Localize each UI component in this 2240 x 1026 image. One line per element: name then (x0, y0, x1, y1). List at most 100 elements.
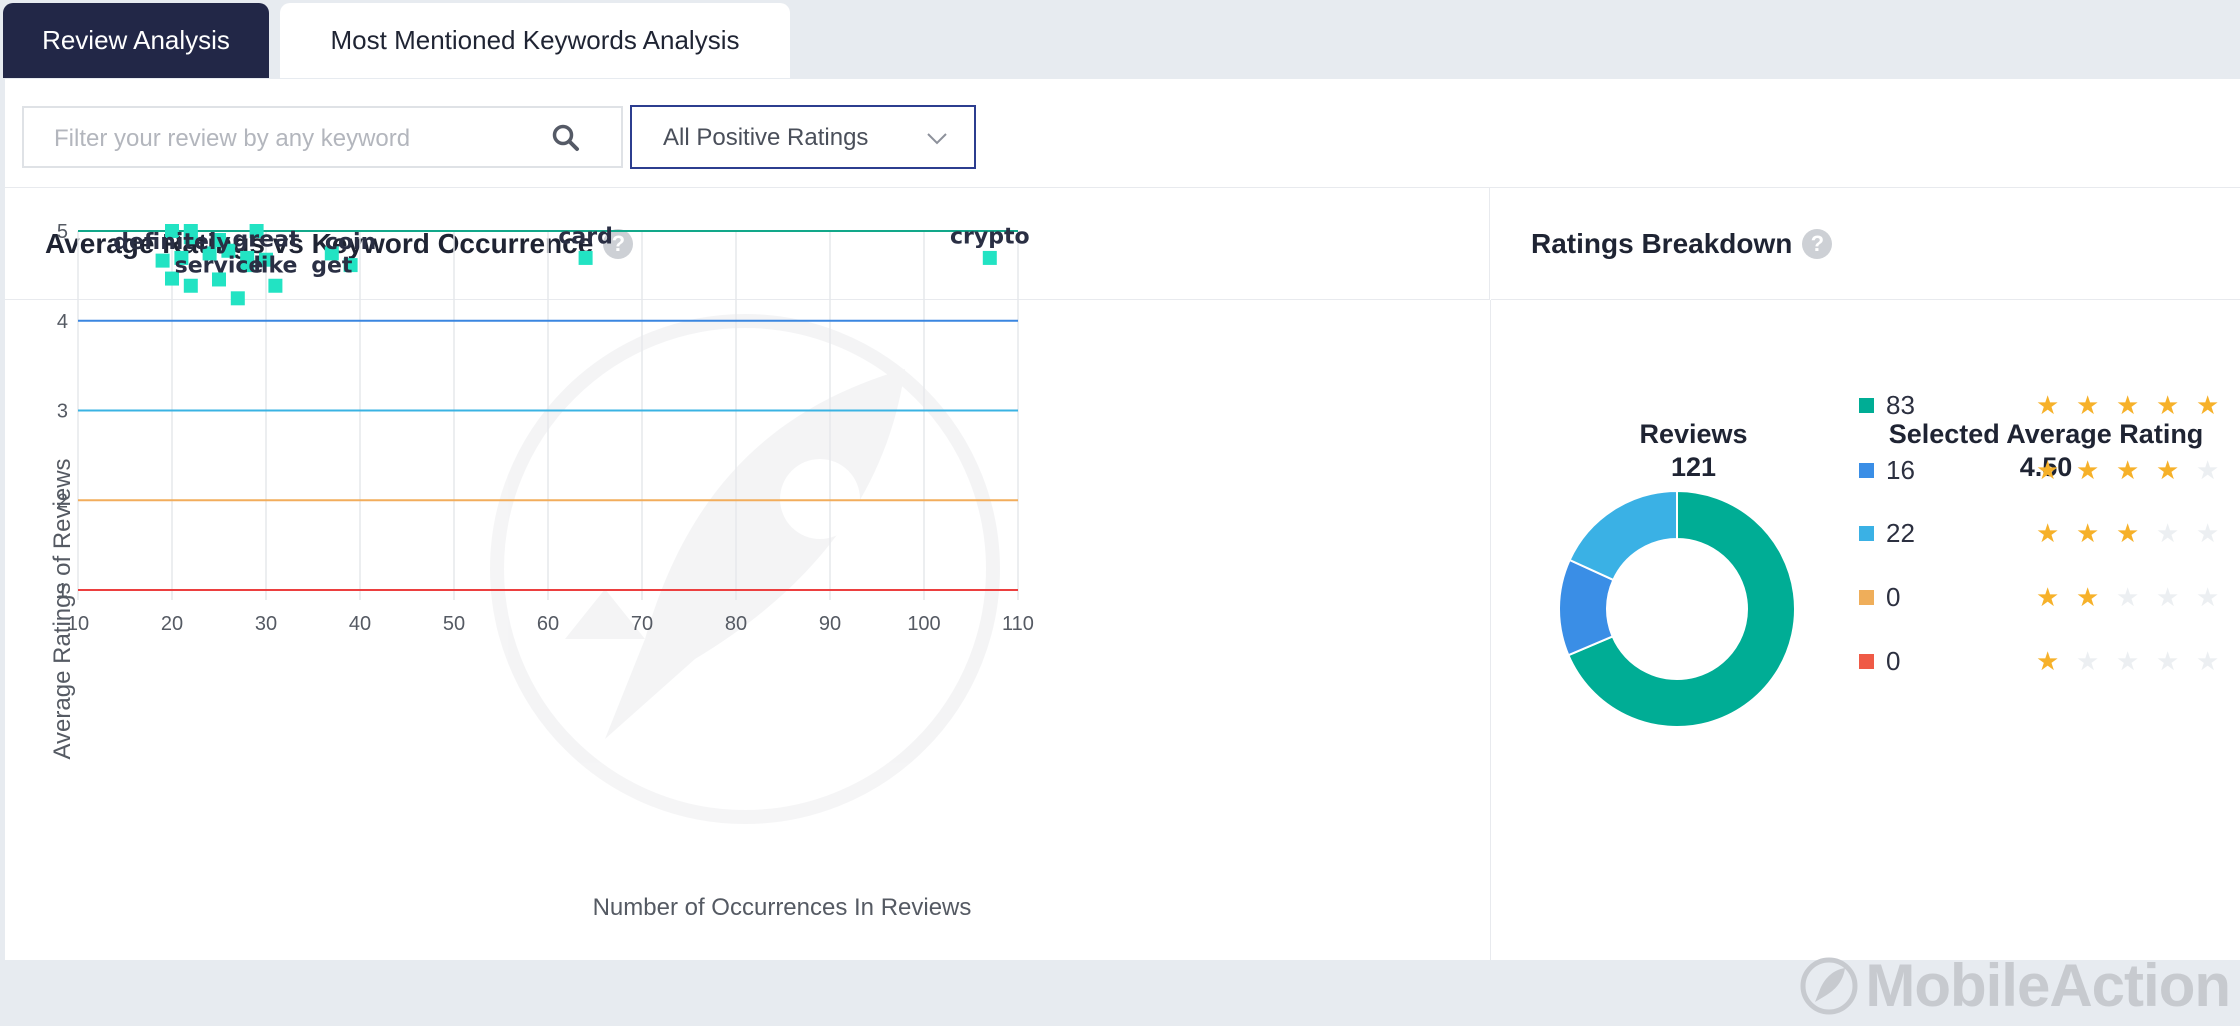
legend-count: 16 (1886, 454, 1915, 485)
x-tick-label: 80 (725, 613, 747, 635)
x-tick-label: 20 (161, 613, 183, 635)
data-point (212, 232, 226, 247)
average-rating-label: Selected Average Rating (1888, 419, 2204, 449)
search-placeholder: Filter your review by any keyword (54, 125, 411, 152)
legend-swatch (1859, 653, 1874, 669)
donut-slice (1568, 489, 1678, 582)
tab-review-analysis[interactable]: Review Analysis (3, 3, 269, 78)
star-icon: ★ (2036, 455, 2060, 485)
chevron-down-icon (927, 133, 947, 145)
data-point (221, 243, 236, 258)
legend-item[interactable]: 0 (1859, 646, 1900, 676)
legend-swatch (1859, 589, 1874, 605)
data-point (230, 291, 245, 306)
legend-item[interactable]: 22 (1859, 518, 1915, 548)
data-point (343, 258, 358, 273)
data-point (183, 230, 198, 245)
star-icon: ★ (2156, 390, 2180, 420)
star-icon: ★ (2036, 646, 2060, 676)
y-axis-title: Average Ratings of Reviews (49, 458, 76, 759)
star-icon: ★ (2116, 582, 2140, 612)
rocket-icon (1800, 957, 1858, 1014)
legend-count: 83 (1886, 389, 1915, 420)
star-rating: ★ ★ ★ ★ ★ (2036, 455, 2236, 485)
data-point (212, 272, 226, 287)
brand-name: MobileAction (1865, 952, 2231, 1019)
keyword-label: card (558, 225, 612, 250)
rating-filter-value: All Positive Ratings (663, 124, 869, 151)
filter-row: Filter your review by any keyword All Po… (5, 79, 2240, 188)
legend-count: 22 (1886, 517, 1915, 548)
star-icon: ★ (2156, 518, 2180, 548)
data-point (155, 253, 170, 268)
keyword-label: great (233, 227, 300, 252)
data-point (174, 250, 189, 265)
scatter-section-title: Average Ratings vs Keyword Occurrence (45, 227, 594, 259)
help-icon[interactable]: ? (603, 228, 634, 259)
star-icon: ★ (2196, 646, 2220, 676)
legend-item[interactable]: 0 (1859, 582, 1900, 612)
data-point (578, 250, 593, 265)
breakdown-section-title: Ratings Breakdown (1531, 227, 1793, 259)
keyword-label: definitely (113, 230, 231, 255)
star-rating: ★ ★ ★ ★ ★ (2036, 646, 2236, 676)
reviews-stat: Reviews 121 (1606, 418, 1781, 484)
data-point (324, 246, 339, 261)
star-icon: ★ (2156, 455, 2180, 485)
reviews-value: 121 (1670, 452, 1717, 482)
ratings-donut-chart (1558, 489, 1796, 728)
rating-filter-select[interactable]: All Positive Ratings (630, 105, 976, 169)
x-tick-label: 60 (537, 613, 559, 635)
search-icon[interactable] (551, 123, 581, 153)
reviews-label: Reviews (1639, 419, 1748, 449)
data-point (165, 271, 179, 286)
help-icon[interactable]: ? (1802, 228, 1833, 259)
star-icon: ★ (2196, 455, 2220, 485)
star-rating: ★ ★ ★ ★ ★ (2036, 582, 2236, 612)
star-icon: ★ (2196, 390, 2220, 420)
y-tick-label: 3 (57, 401, 68, 423)
x-tick-label: 100 (907, 613, 940, 635)
data-point (202, 246, 217, 261)
x-tick-label: 70 (631, 613, 653, 635)
star-icon: ★ (2196, 582, 2220, 612)
brand-logo: MobileAction (1799, 951, 2231, 1020)
data-point (183, 278, 198, 293)
y-tick-label: 1 (57, 580, 68, 602)
keyword-label: like (253, 253, 297, 278)
search-input[interactable]: Filter your review by any keyword (22, 106, 623, 168)
average-rating-value: 4.50 (2019, 452, 2073, 482)
keyword-label: crypto (950, 225, 1030, 250)
legend-item[interactable]: 83 (1859, 390, 1915, 420)
star-icon: ★ (2116, 390, 2140, 420)
star-icon: ★ (2036, 582, 2060, 612)
scatter-section-header: Average Ratings vs Keyword Occurrence ? (5, 188, 1490, 300)
y-tick-label: 2 (57, 490, 68, 512)
keyword-label: coin (325, 230, 376, 255)
legend-count: 0 (1886, 645, 1901, 676)
tab-keywords-analysis[interactable]: Most Mentioned Keywords Analysis (280, 3, 790, 78)
legend-swatch (1859, 525, 1874, 541)
legend-item[interactable]: 16 (1859, 455, 1915, 485)
x-tick-label: 30 (255, 613, 277, 635)
x-tick-label: 40 (349, 613, 371, 635)
data-point (249, 224, 264, 238)
star-icon: ★ (2196, 518, 2220, 548)
data-point (259, 252, 273, 267)
star-icon: ★ (2076, 518, 2100, 548)
star-icon: ★ (2116, 518, 2140, 548)
star-icon: ★ (2076, 390, 2100, 420)
keyword-label: service (175, 253, 264, 278)
star-icon: ★ (2156, 582, 2180, 612)
star-rating: ★ ★ ★ ★ ★ (2036, 518, 2236, 548)
breakdown-section-header: Ratings Breakdown ? (1491, 188, 2240, 300)
x-tick-label: 110 (1002, 613, 1034, 635)
x-tick-label: 90 (819, 613, 841, 635)
x-axis-title: Number of Occurrences In Reviews (593, 894, 972, 921)
legend-swatch (1859, 397, 1874, 413)
average-rating-stat: Selected Average Rating 4.50 (1881, 418, 2211, 484)
y-tick-label: 4 (57, 311, 68, 333)
star-icon: ★ (2036, 390, 2060, 420)
ratings-breakdown: Reviews 121 Selected Average Rating 4.50… (1491, 300, 2240, 960)
review-panel: Filter your review by any keyword All Po… (5, 79, 2240, 960)
